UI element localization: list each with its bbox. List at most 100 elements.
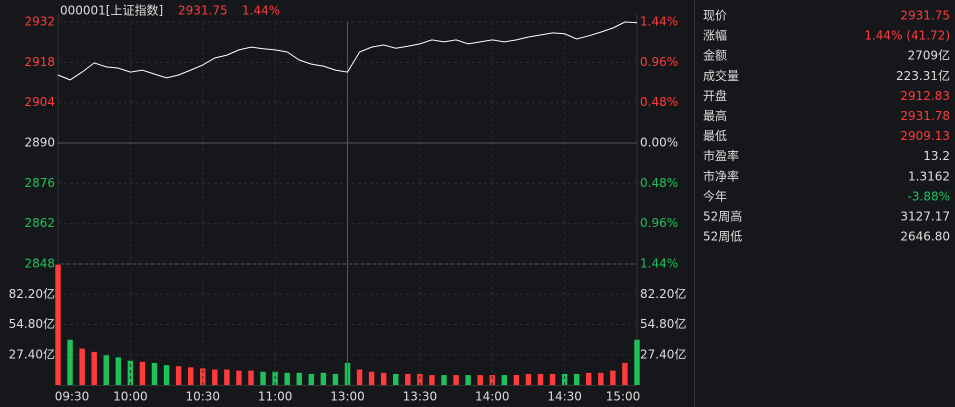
y2-tick-label: 0.48% <box>640 95 678 109</box>
y-tick-label: 2862 <box>24 216 55 230</box>
chart-title: 000001[上证指数] <box>60 3 163 18</box>
volume-bar <box>67 339 73 385</box>
volume-bar <box>453 375 459 385</box>
volume-bar <box>115 357 122 385</box>
volume-bar <box>187 367 194 385</box>
info-label: 现价 <box>703 9 727 23</box>
x-tick-label: 14:00 <box>475 390 510 404</box>
volume-bar <box>465 375 471 385</box>
y-tick-label: 2848 <box>24 257 55 271</box>
info-value: 2912.83 <box>900 89 950 103</box>
info-label: 52周低 <box>703 230 742 244</box>
last-price: 2931.75 <box>178 4 228 18</box>
y2-tick-label: 0.96% <box>640 55 678 69</box>
volume-bar <box>103 355 109 385</box>
y2-tick-label: 1.44% <box>640 257 678 271</box>
info-value: -3.88% <box>908 189 950 203</box>
volume-bar <box>236 370 242 385</box>
x-tick-label: 14:30 <box>547 390 582 404</box>
volume-bar <box>513 375 520 385</box>
info-label: 金额 <box>703 48 727 63</box>
x-tick-label: 15:00 <box>606 390 641 404</box>
y2-tick-label: 54.80亿 <box>640 316 686 331</box>
volume-bar <box>284 372 290 385</box>
x-tick-label: 13:00 <box>330 390 365 404</box>
info-value: 2709亿 <box>907 48 950 63</box>
info-value: 1.3162 <box>908 169 950 183</box>
volume-bar <box>139 361 146 385</box>
volume-bar <box>79 348 85 385</box>
volume-bar <box>598 372 604 385</box>
volume-bar <box>417 373 423 385</box>
volume-bar <box>610 370 616 385</box>
y-tick-label: 2918 <box>24 55 55 69</box>
y2-tick-label: 82.20亿 <box>640 286 686 301</box>
y2-tick-label: 27.40亿 <box>640 346 686 361</box>
info-label: 市净率 <box>703 168 739 183</box>
volume-bar <box>537 373 544 385</box>
info-label: 52周高 <box>703 209 742 224</box>
x-tick-label: 11:00 <box>258 390 293 404</box>
info-label: 市盈率 <box>703 148 739 163</box>
info-value: 3127.17 <box>900 210 950 224</box>
volume-bar <box>332 373 339 385</box>
volume-bar <box>501 375 508 385</box>
volume-bar <box>320 372 327 385</box>
volume-bar <box>296 372 302 385</box>
volume-bar <box>429 375 435 385</box>
y-tick-label: 2876 <box>24 176 55 190</box>
volume-bar <box>525 373 532 385</box>
info-label: 最低 <box>703 129 727 143</box>
y2-tick-label: 0.00% <box>640 136 678 150</box>
info-label: 成交量 <box>703 68 739 83</box>
volume-bar <box>561 373 568 385</box>
y-tick-label: 82.20亿 <box>9 286 55 301</box>
volume-bar <box>260 371 266 385</box>
volume-bar <box>248 370 254 385</box>
volume-bar <box>212 369 218 385</box>
volume-bar <box>573 373 580 385</box>
volume-bar <box>489 375 495 385</box>
y-tick-label: 27.40亿 <box>9 346 55 361</box>
volume-bar <box>380 372 387 385</box>
info-label: 开盘 <box>703 88 727 103</box>
volume-bar <box>622 362 628 385</box>
volume-bar <box>586 372 592 385</box>
volume-bar <box>368 371 375 385</box>
info-label: 今年 <box>703 188 727 203</box>
volume-bar <box>151 362 158 385</box>
info-label: 最高 <box>703 108 727 123</box>
info-label: 涨幅 <box>703 28 727 43</box>
volume-bar <box>549 373 556 385</box>
volume-bar <box>224 369 230 385</box>
volume-bar <box>308 373 315 385</box>
price-line <box>57 21 638 81</box>
x-tick-label: 10:00 <box>113 390 148 404</box>
y-tick-label: 2890 <box>24 136 55 150</box>
x-tick-label: 10:30 <box>185 390 220 404</box>
x-tick-label: 13:30 <box>403 390 438 404</box>
volume-bar <box>477 375 483 385</box>
volume-bar <box>405 373 411 385</box>
volume-bar <box>91 351 97 385</box>
y-tick-label: 54.80亿 <box>9 316 55 331</box>
change-pct: 1.44% <box>242 4 280 18</box>
volume-bar <box>393 373 399 385</box>
y2-tick-label: 0.48% <box>640 176 678 190</box>
x-tick-label: 09:30 <box>55 390 90 404</box>
info-value: 13.2 <box>923 149 950 163</box>
y-tick-label: 2904 <box>24 95 55 109</box>
volume-bar <box>163 365 170 385</box>
volume-bar <box>356 369 363 385</box>
info-value: 2931.75 <box>900 9 950 23</box>
volume-bar <box>441 375 447 385</box>
info-value: 2909.13 <box>900 129 950 143</box>
info-value: 2931.78 <box>900 109 950 123</box>
info-value: 223.31亿 <box>896 68 950 83</box>
y2-tick-label: 1.44% <box>640 15 678 29</box>
volume-bar <box>634 339 640 385</box>
volume-bar <box>55 264 61 385</box>
